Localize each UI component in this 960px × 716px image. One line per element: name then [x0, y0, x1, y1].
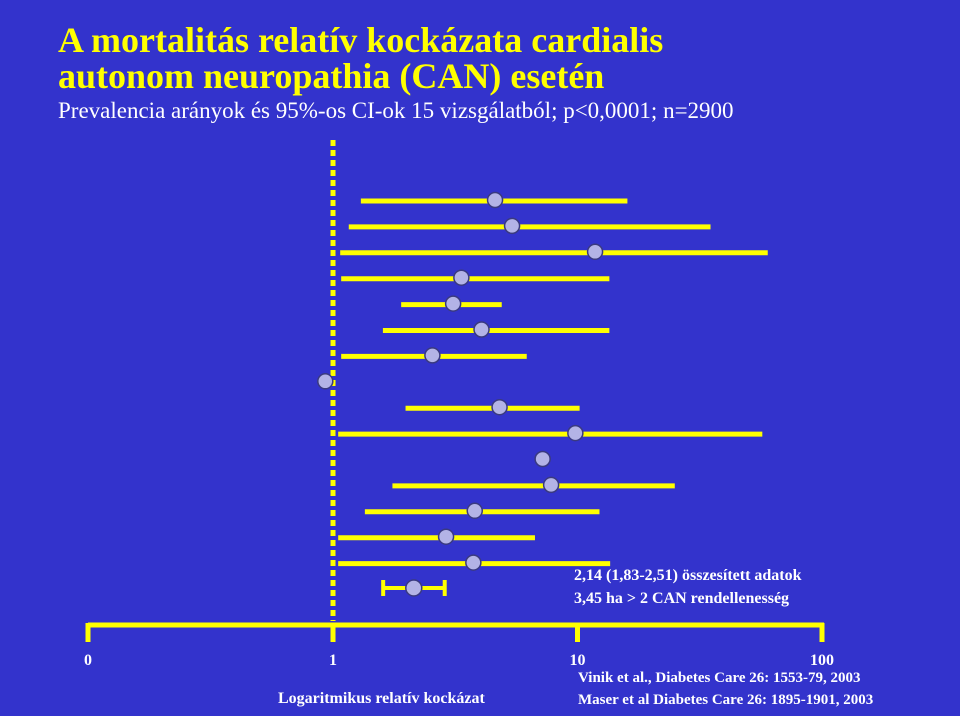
study-point-10: [567, 424, 584, 442]
study-point-9: [491, 398, 508, 416]
study-point-7: [424, 347, 441, 364]
study-point-8: [317, 373, 334, 390]
study-point-3: [586, 243, 604, 261]
title-line-1: A mortalitás relatív kockázata cardialis: [58, 20, 664, 60]
tick-label-10: 10: [569, 652, 586, 669]
study-point-2: [503, 217, 521, 235]
tick-label-1: 1: [329, 652, 337, 669]
tick-label-0: 0: [84, 652, 92, 669]
x-axis-label: Logaritmikus relatív kockázat: [278, 690, 485, 707]
title-line-2: autonom neuropathia (CAN) esetén: [58, 56, 605, 96]
study-point-6: [473, 321, 490, 338]
study-point-14: [437, 528, 455, 545]
study-point-11: [534, 450, 551, 468]
study-point-15: [465, 554, 482, 571]
tick-label-100: 100: [810, 652, 834, 669]
pooled-result-annotation: 2,14 (1,83-2,51) összesített adatok: [574, 567, 802, 584]
multiple-can-annotation: 3,45 ha > 2 CAN rendellenesség: [574, 590, 790, 607]
study-point-12: [542, 476, 560, 494]
pooled-point: [405, 579, 423, 597]
reference-vinik: Vinik et al., Diabetes Care 26: 1553-79,…: [578, 670, 861, 686]
subtitle: Prevalencia arányok és 95%-os CI-ok 15 v…: [58, 98, 734, 123]
study-point-5: [444, 295, 462, 312]
reference-maser: Maser et al Diabetes Care 26: 1895-1901,…: [578, 692, 874, 708]
study-point-13: [466, 502, 484, 520]
study-point-1: [486, 191, 504, 209]
study-point-4: [453, 269, 470, 286]
